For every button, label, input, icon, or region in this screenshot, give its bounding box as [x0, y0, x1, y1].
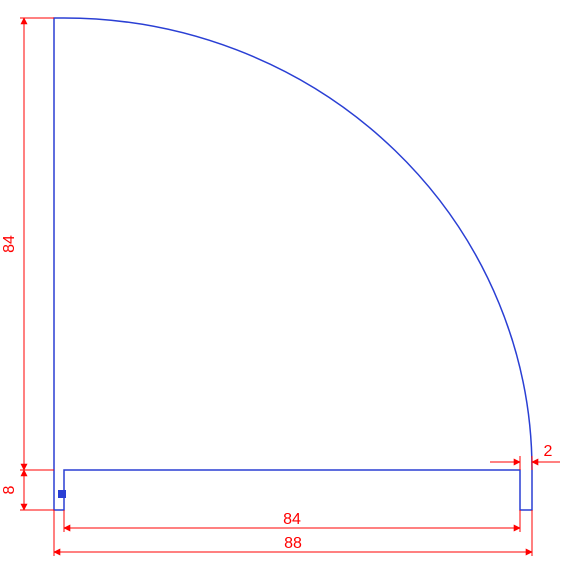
- dim-height-8: 8: [1, 485, 18, 494]
- part-outline: [54, 18, 532, 510]
- reference-marker: [58, 490, 66, 498]
- dim-width-88: 88: [284, 535, 302, 552]
- dim-height-84: 84: [1, 235, 18, 253]
- dim-width-84: 84: [283, 511, 301, 528]
- dimensions-group: 84 8 84 88 2: [1, 18, 560, 556]
- dim-width-2: 2: [544, 443, 553, 460]
